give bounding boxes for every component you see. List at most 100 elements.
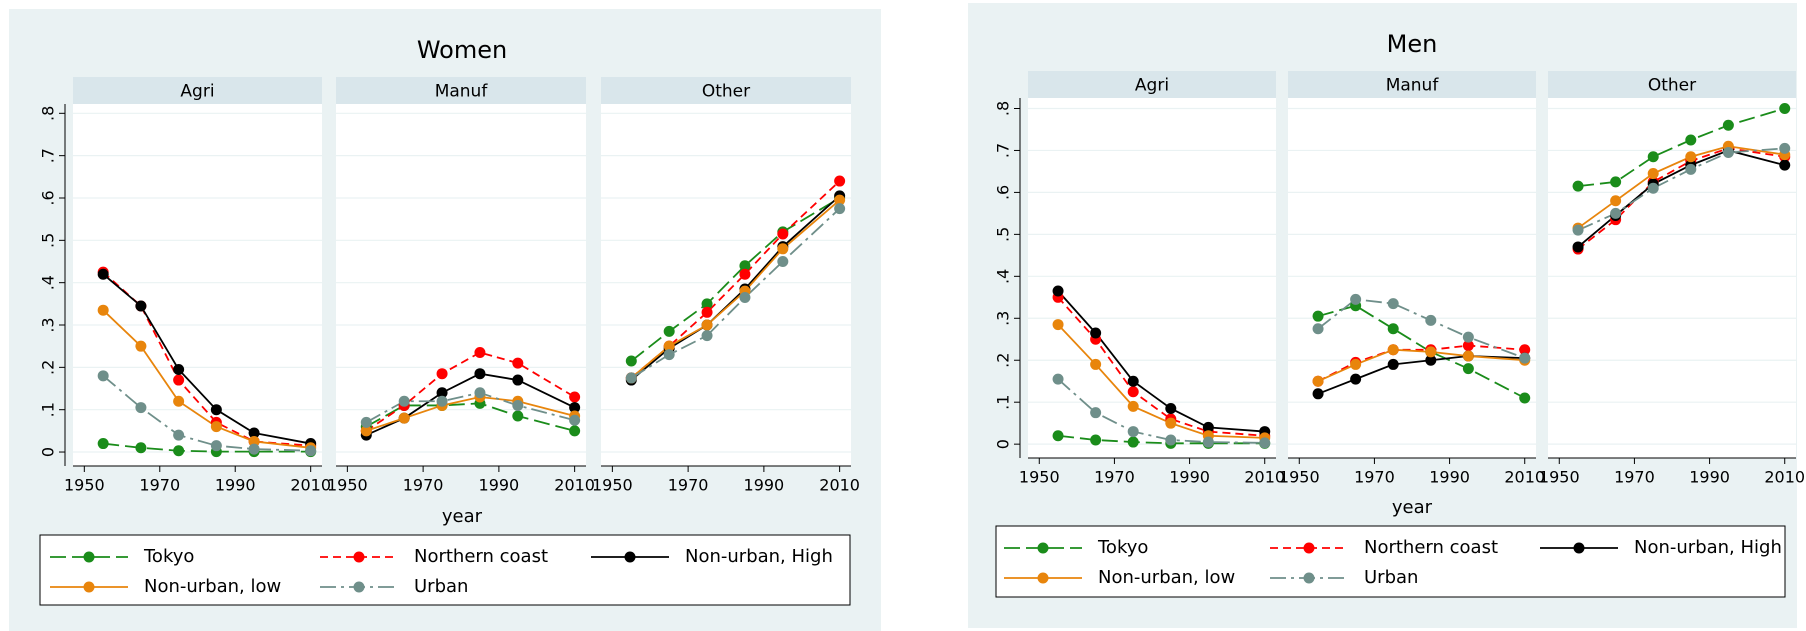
series-marker	[1722, 147, 1734, 159]
series-marker	[569, 391, 581, 403]
series-marker	[1572, 241, 1584, 253]
series-marker	[474, 387, 486, 399]
panel-title: Agri	[180, 82, 214, 102]
series-marker	[1779, 102, 1791, 114]
series-marker	[512, 357, 524, 369]
x-tick-label: 2010	[1764, 468, 1805, 487]
panel-title: Other	[702, 82, 750, 102]
series-marker	[97, 304, 109, 316]
series-marker	[569, 414, 581, 426]
series-marker	[1090, 434, 1102, 446]
series-line	[1577, 145, 1785, 229]
series-marker	[1519, 344, 1531, 356]
series-marker	[1312, 375, 1324, 387]
y-tick-label: .2	[39, 360, 58, 375]
series-line	[102, 309, 311, 449]
series-marker	[1052, 285, 1064, 297]
series-marker	[625, 355, 637, 367]
panel-strip	[336, 77, 586, 104]
series-line	[1577, 147, 1785, 250]
series-marker	[97, 370, 109, 382]
legend-marker	[624, 551, 636, 563]
y-tick-label: .3	[39, 317, 58, 332]
panel-title: Other	[1648, 76, 1696, 96]
x-tick-label: 2010	[1244, 468, 1285, 487]
panel-strip	[1288, 71, 1536, 98]
series-marker	[1610, 176, 1622, 188]
series-line	[365, 402, 575, 432]
legend-marker	[1303, 572, 1315, 584]
figure: Women Agri 1950 1970 1990 2010 Manuf 1950 1970 19…	[9, 9, 881, 631]
series-marker	[1425, 346, 1437, 358]
series-marker	[135, 402, 147, 414]
legend-label: Tokyo	[143, 546, 194, 567]
y-tick-label: .6	[994, 185, 1013, 200]
y-tick-label: 0	[994, 439, 1013, 449]
series-marker	[210, 404, 222, 416]
series-marker	[1312, 323, 1324, 335]
legend-label: Non-urban, low	[144, 576, 281, 597]
legend-label: Urban	[1364, 567, 1418, 588]
series-marker	[135, 442, 147, 454]
series-marker	[436, 368, 448, 380]
series-marker	[1350, 293, 1362, 305]
series-marker	[1127, 426, 1139, 438]
legend-marker	[1037, 542, 1049, 554]
x-tick-label: 1990	[744, 476, 785, 495]
series-marker	[663, 340, 675, 352]
series-marker	[1647, 168, 1659, 180]
y-tick-label: .8	[994, 101, 1013, 116]
legend-marker	[83, 581, 95, 593]
series-marker	[1127, 386, 1139, 398]
series-marker	[1425, 354, 1437, 366]
y-tick-label: .4	[994, 269, 1013, 284]
series-marker	[1610, 207, 1622, 219]
series-marker	[777, 256, 789, 268]
series-line	[1317, 304, 1526, 399]
series-marker	[1090, 358, 1102, 370]
series-marker	[360, 425, 372, 437]
series-marker	[1425, 314, 1437, 326]
series-marker	[248, 435, 260, 447]
series-marker	[210, 440, 222, 452]
legend-marker	[353, 581, 365, 593]
x-tick-label: 1950	[64, 476, 105, 495]
series-line	[103, 442, 311, 453]
panel-background	[336, 104, 586, 466]
series-marker	[701, 330, 713, 342]
series-marker	[360, 416, 372, 428]
series-marker	[135, 300, 147, 312]
legend-box	[995, 525, 1786, 598]
series-marker	[1572, 180, 1584, 192]
x-axis-label: year	[1392, 497, 1433, 518]
panel-strip	[601, 77, 851, 104]
series-marker	[248, 443, 260, 455]
series-marker	[1519, 352, 1531, 364]
y-tick-label: .7	[994, 143, 1013, 158]
y-tick-label: .6	[39, 190, 58, 205]
series-marker	[398, 412, 410, 424]
x-tick-label: 2010	[819, 476, 860, 495]
y-tick-label: .7	[39, 148, 58, 163]
x-tick-label: 1990	[479, 476, 520, 495]
series-marker	[701, 298, 713, 310]
series-marker	[834, 175, 846, 187]
series-marker	[1779, 159, 1791, 171]
legend-label: Northern coast	[414, 546, 548, 567]
series-marker	[1572, 224, 1584, 236]
series-marker	[1779, 142, 1791, 154]
series-line	[630, 207, 841, 379]
series-marker	[97, 438, 109, 450]
series-marker	[97, 268, 109, 280]
series-marker	[1052, 373, 1064, 385]
x-tick-label: 2010	[554, 476, 595, 495]
series-marker	[436, 387, 448, 399]
legend-marker	[1037, 572, 1049, 584]
x-tick-label: 1990	[1429, 468, 1470, 487]
series-marker	[834, 194, 846, 206]
panel-strip	[1548, 71, 1796, 98]
chart-title: Women	[417, 36, 507, 64]
series-marker	[663, 325, 675, 337]
series-marker	[436, 395, 448, 407]
